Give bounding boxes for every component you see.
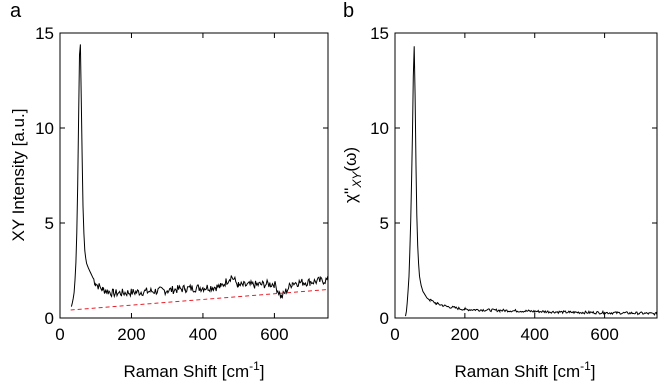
x-tick-label-a-3: 600	[260, 325, 288, 344]
y-tick-label-b-1: 5	[380, 214, 389, 233]
x-tick-label-b-3: 600	[590, 325, 618, 344]
y-tick-label-a-0: 0	[45, 309, 54, 328]
x-axis-label-a-main: Raman Shift [cm	[123, 362, 249, 381]
y-axis-label-b-sub: XY	[350, 171, 364, 189]
x-axis-label-b: Raman Shift [cm-1]	[454, 359, 595, 381]
y-tick-label-a-1: 5	[45, 214, 54, 233]
panel-letter-b: b	[343, 0, 354, 22]
series-group-b	[405, 46, 658, 317]
x-tick-label-b-1: 200	[451, 325, 479, 344]
x-axis-label-b-sup: -1	[580, 359, 591, 373]
series-line-a-0	[70, 44, 329, 307]
x-tick-label-b-2: 400	[521, 325, 549, 344]
x-tick-label-a-0: 0	[55, 325, 64, 344]
y-axis-label-a: XY Intensity [a.u.]	[9, 109, 28, 242]
y-axis-label-b-main: χ''	[341, 188, 360, 203]
series-line-b-0	[405, 46, 658, 317]
x-axis-label-b-end: ]	[591, 362, 596, 381]
panel-b: b 0 200 400 600 0 5 10 15 Raman Shift [cm-1] χ'…	[341, 0, 658, 381]
plot-frame-a	[59, 32, 329, 319]
x-tick-label-a-2: 400	[189, 325, 217, 344]
ticks-a: 0 200 400 600 0 5 10 15	[35, 24, 328, 344]
ticks-b: 0 200 400 600 0 5 10 15	[370, 24, 657, 344]
y-tick-label-b-0: 0	[380, 309, 389, 328]
y-tick-label-a-3: 15	[35, 24, 54, 43]
series-line-a-1	[70, 289, 329, 311]
panel-a: a 0 200 400 600 0 5 10 15 Raman Shift [cm-1] XY…	[9, 0, 329, 381]
x-axis-label-a-end: ]	[260, 362, 265, 381]
x-tick-label-a-1: 200	[117, 325, 145, 344]
y-tick-label-a-2: 10	[35, 119, 54, 138]
panel-letter-a: a	[10, 0, 22, 22]
x-axis-label-a: Raman Shift [cm-1]	[123, 359, 264, 381]
x-axis-label-b-main: Raman Shift [cm	[454, 362, 580, 381]
y-axis-label-b-end: (ω)	[341, 147, 360, 172]
plot-frame-b	[394, 32, 658, 319]
y-tick-label-b-3: 15	[370, 24, 389, 43]
x-tick-label-b-0: 0	[390, 325, 399, 344]
y-tick-label-b-2: 10	[370, 119, 389, 138]
x-axis-label-a-sup: -1	[249, 359, 260, 373]
y-axis-label-b: χ''XY(ω)	[341, 147, 364, 203]
series-group-a	[70, 44, 329, 311]
